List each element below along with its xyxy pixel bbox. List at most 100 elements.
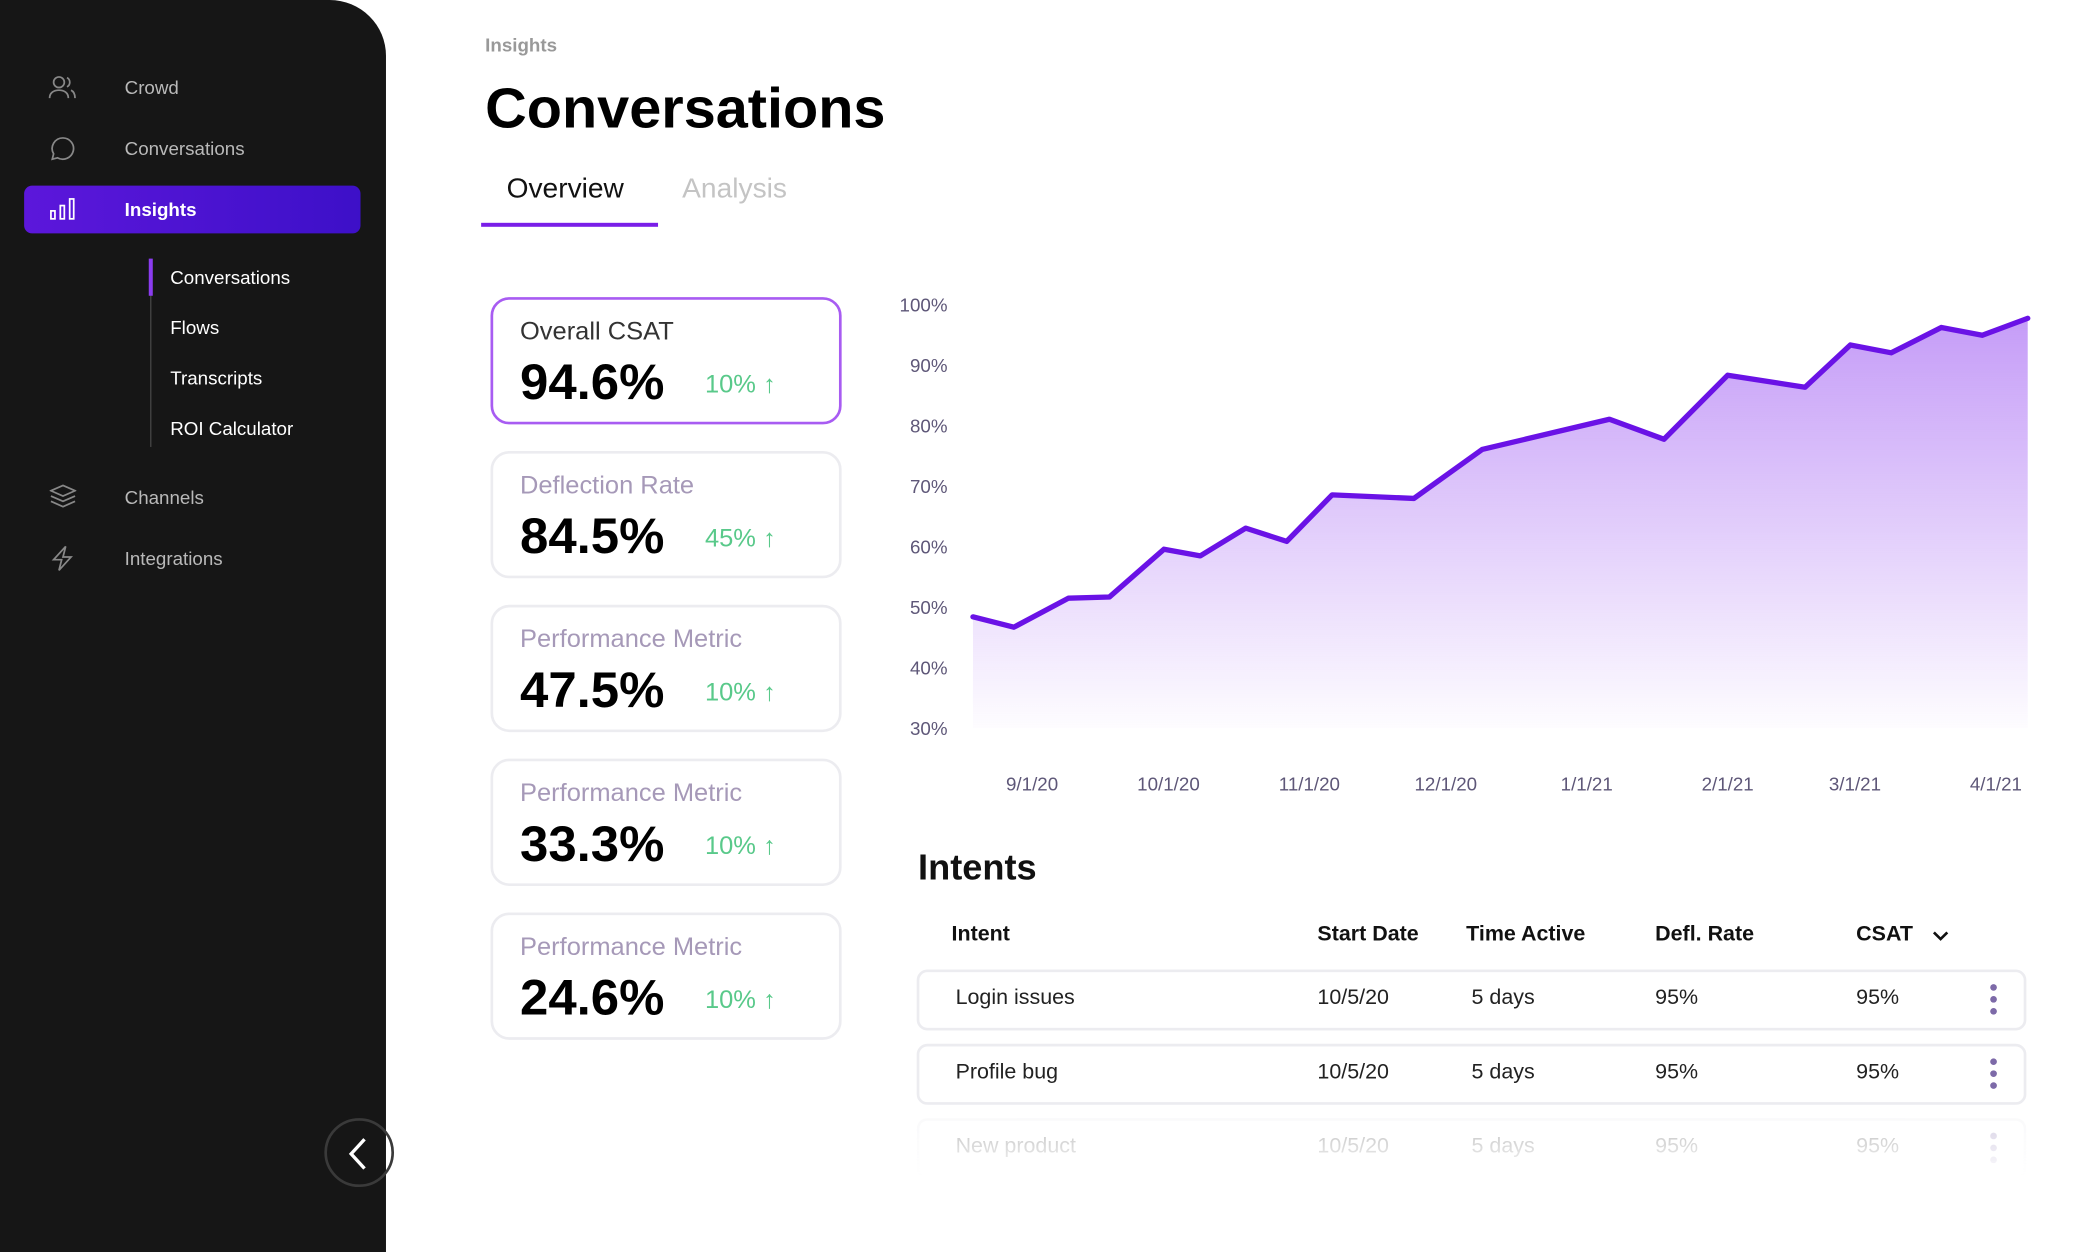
menu-dot — [1990, 1144, 1997, 1152]
metric-label: Performance Metric — [519, 779, 743, 808]
chevron-left — [348, 1138, 366, 1170]
y-tick-label: 30% — [910, 718, 948, 739]
metric-card[interactable]: Performance Metric 24.6% 10% ↑ — [490, 912, 842, 1040]
table-row[interactable]: Login issues 10/5/20 5 days 95% 95% — [916, 969, 2027, 1031]
table-cell: New product — [955, 1135, 1076, 1158]
x-tick-label: 10/1/20 — [1137, 774, 1200, 795]
nav-item[interactable]: Conversations — [124, 137, 245, 160]
row-menu[interactable] — [1989, 1131, 2000, 1165]
nav-item[interactable]: Insights — [124, 198, 197, 221]
metric-value: 33.3% — [519, 817, 665, 873]
metric-change: 10% ↑ — [704, 679, 776, 707]
subnav-item[interactable]: Flows — [170, 316, 220, 339]
collapse-button[interactable] — [324, 1118, 395, 1188]
table-cell: 5 days — [1471, 1061, 1535, 1084]
table-cell: 95% — [1856, 1135, 1900, 1158]
nav-item[interactable]: Channels — [124, 486, 204, 508]
menu-dot — [1990, 1082, 1997, 1089]
metric-label: Deflection Rate — [519, 472, 695, 501]
metric-value: 24.6% — [519, 970, 665, 1027]
column-header: Start Date — [1317, 923, 1419, 946]
metric-change: 10% ↑ — [704, 986, 776, 1015]
subnav-item[interactable]: Conversations — [170, 266, 291, 288]
x-tick-label: 9/1/20 — [1006, 774, 1058, 795]
menu-dot — [1990, 996, 1997, 1003]
table-cell: 5 days — [1471, 1135, 1535, 1158]
metric-value: 94.6% — [519, 355, 665, 412]
menu-dot — [1990, 984, 1997, 991]
metric-card[interactable]: Performance Metric 33.3% 10% ↑ — [490, 758, 842, 886]
metric-label: Performance Metric — [519, 933, 743, 962]
page-title: Conversations — [485, 76, 886, 141]
y-tick-label: 90% — [910, 355, 948, 376]
area — [972, 318, 2028, 729]
table-row[interactable]: Profile bug 10/5/20 5 days 95% 95% — [916, 1043, 2027, 1105]
subnav-item[interactable]: Transcripts — [170, 367, 263, 389]
y-tick-label: 50% — [910, 597, 948, 618]
table-cell: 5 days — [1471, 986, 1535, 1010]
y-tick-label: 60% — [910, 537, 948, 558]
menu-dot — [1990, 1070, 1997, 1077]
intents-title: Intents — [918, 847, 1037, 888]
column-header: Intent — [951, 923, 1010, 946]
x-tick-label: 2/1/21 — [1702, 774, 1754, 795]
metric-label: Overall CSAT — [519, 318, 674, 347]
row-menu[interactable] — [1989, 1057, 2000, 1091]
subnav-item[interactable]: ROI Calculator — [170, 417, 294, 440]
y-tick-label: 80% — [910, 416, 948, 437]
metric-value: 47.5% — [519, 663, 665, 719]
table-cell: 95% — [1856, 1061, 1900, 1084]
metric-change: 10% ↑ — [704, 832, 776, 861]
x-tick-label: 11/1/20 — [1279, 774, 1340, 795]
table-cell: Profile bug — [955, 1061, 1059, 1084]
icon-conversations — [51, 137, 75, 161]
y-tick-label: 40% — [910, 657, 948, 678]
table-row[interactable]: New product 10/5/20 5 days 95% 95% — [916, 1118, 2027, 1180]
menu-dot — [1990, 1132, 1997, 1140]
table-cell: 95% — [1655, 1135, 1699, 1158]
subnav-rail — [150, 258, 152, 447]
icon-insights — [50, 198, 75, 220]
x-tick-label: 1/1/21 — [1561, 774, 1613, 795]
row-menu[interactable] — [1989, 983, 2000, 1017]
sort-chevron[interactable] — [1931, 928, 1950, 944]
metric-change: 45% ↑ — [704, 525, 776, 554]
breadcrumb[interactable]: Insights — [485, 34, 558, 56]
line — [970, 315, 2031, 630]
icon-channels — [49, 484, 77, 508]
metric-card[interactable]: Deflection Rate 84.5% 45% ↑ — [490, 450, 842, 579]
icon-integrations — [51, 545, 73, 571]
nav-item[interactable]: Crowd — [124, 76, 179, 99]
table-cell: 95% — [1856, 986, 1900, 1010]
menu-dot — [1990, 1007, 1997, 1015]
metric-label: Performance Metric — [519, 626, 743, 654]
x-tick-label: 3/1/21 — [1829, 774, 1881, 795]
x-tick-label: 4/1/21 — [1970, 774, 2022, 795]
menu-dot — [1990, 1058, 1997, 1066]
menu-dot — [1990, 1156, 1997, 1164]
nav-item[interactable]: Integrations — [124, 547, 223, 569]
table-cell: 10/5/20 — [1317, 986, 1389, 1010]
table-cell: 10/5/20 — [1317, 1135, 1389, 1158]
column-header[interactable]: CSAT — [1856, 923, 1913, 946]
tab[interactable]: Analysis — [682, 173, 787, 205]
metric-card[interactable]: Overall CSAT 94.6% 10% ↑ — [490, 297, 842, 425]
metric-value: 84.5% — [519, 509, 665, 566]
y-tick-label: 70% — [910, 476, 948, 497]
sidebar: Crowd Conversations Insights Conversatio… — [0, 0, 395, 1252]
icon-crowd — [48, 76, 76, 99]
table-cell: 95% — [1655, 986, 1699, 1010]
column-header: Defl. Rate — [1655, 923, 1755, 946]
tab-underline — [481, 222, 659, 227]
tab-active[interactable]: Overview — [506, 173, 624, 205]
table-cell: 10/5/20 — [1317, 1061, 1389, 1084]
y-tick-label: 100% — [900, 295, 948, 316]
subnav-active — [148, 258, 153, 296]
metric-change: 10% ↑ — [704, 371, 776, 400]
nav-active-bg[interactable] — [24, 185, 361, 234]
metric-card[interactable]: Performance Metric 47.5% 10% ↑ — [490, 604, 842, 733]
table-cell: 95% — [1655, 1061, 1699, 1084]
